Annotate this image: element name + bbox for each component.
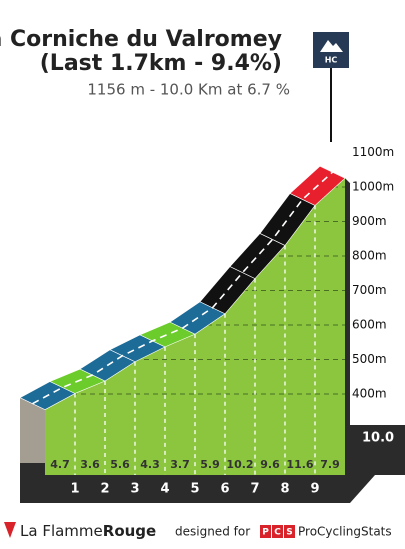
center-dash [32, 171, 334, 405]
designed-for: designed for [175, 525, 250, 539]
end-band [345, 425, 405, 475]
pcs-letter: C [274, 528, 281, 538]
logo-icon [4, 522, 16, 538]
km-label: 3 [130, 482, 139, 497]
category-badge: HC [325, 56, 338, 65]
y-tick-label: 600m [352, 318, 387, 332]
gradient-label: 4.7 [50, 458, 70, 471]
y-tick-label: 800m [352, 249, 387, 263]
gradient-label: 11.6 [286, 458, 313, 471]
km-label: 4 [160, 482, 169, 497]
pcs-letter: P [262, 528, 269, 538]
gradient-label: 10.2 [226, 458, 253, 471]
badge-mountain [320, 40, 343, 52]
chart-subtitle: (Last 1.7km - 9.4%) [40, 51, 282, 76]
km-label: 1 [70, 482, 79, 497]
gradient-label: 3.7 [170, 458, 190, 471]
gradient-label: 7.9 [320, 458, 340, 471]
brand-left: La FlammeRouge [20, 522, 156, 540]
brand-left-text: La Flamme [20, 522, 103, 540]
km-label: 7 [250, 482, 259, 497]
gradient-label: 4.3 [140, 458, 160, 471]
y-tick-label: 500m [352, 352, 387, 366]
gradient-label: 5.9 [200, 458, 220, 471]
chart-title: La Corniche du Valromey [0, 27, 282, 52]
pcs-letter: S [286, 528, 292, 538]
gradient-label: 3.6 [80, 458, 100, 471]
y-tick-label: 1000m [352, 180, 394, 194]
pcs-box [272, 525, 283, 538]
pcs-box [260, 525, 271, 538]
km-label: 6 [220, 482, 229, 497]
km-label: 2 [100, 482, 109, 497]
side-face [20, 397, 45, 475]
climb-info: 1156 m - 10.0 Km at 6.7 % [87, 81, 290, 99]
y-tick-label: 900m [352, 214, 387, 228]
gradient-label: 9.6 [260, 458, 280, 471]
brand-right-text: Rouge [103, 522, 156, 540]
plot: 400m 500m 600m 700m 800m 900m 1000m 1100m 4.7 3.6… [19, 145, 405, 503]
gradient-label: 5.6 [110, 458, 130, 471]
pcs-box [284, 525, 295, 538]
y-tick-label: 1100m [352, 145, 394, 159]
front-face [45, 178, 345, 475]
end-band [345, 178, 350, 475]
km-label: 9 [310, 482, 319, 497]
pcs-name: ProCyclingStats [298, 525, 392, 539]
distance-label: 10.0 [362, 431, 394, 446]
km-label: 5 [190, 482, 199, 497]
y-tick-label: 700m [352, 283, 387, 297]
y-tick-label: 400m [352, 387, 387, 401]
km-label: 8 [280, 482, 289, 497]
